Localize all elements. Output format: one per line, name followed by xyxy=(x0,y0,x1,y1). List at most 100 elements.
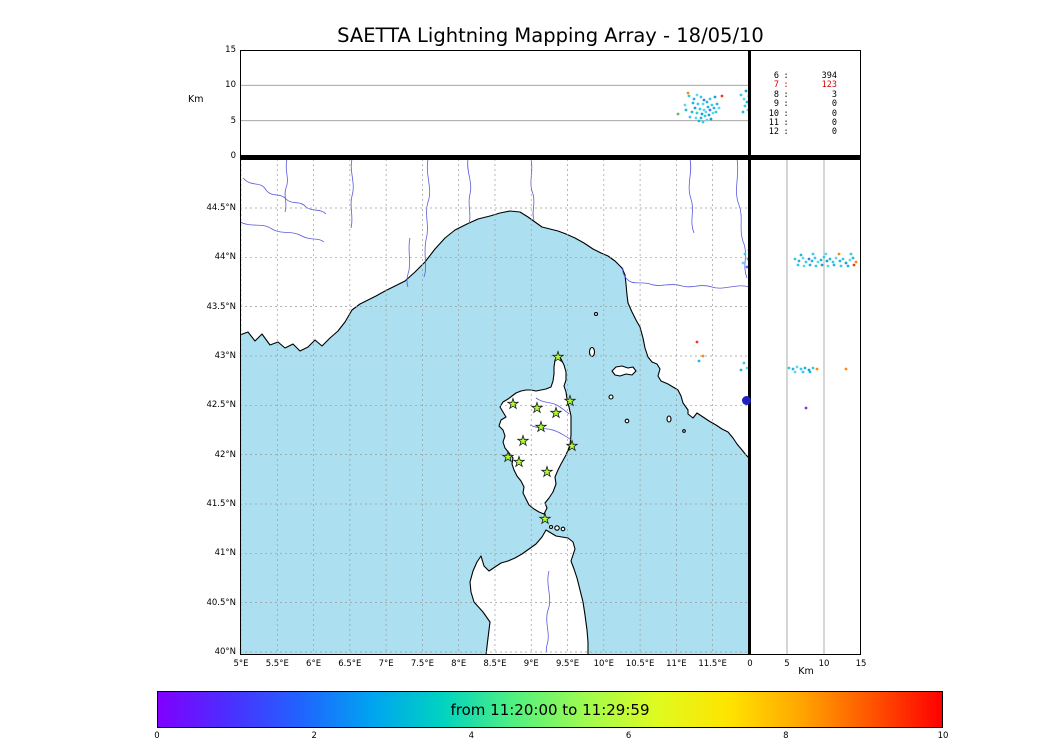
lightning-source xyxy=(715,102,719,106)
map-panel xyxy=(240,159,750,655)
lightning-source xyxy=(831,260,835,264)
lightning-source xyxy=(801,256,805,260)
lightning-source xyxy=(851,256,855,260)
corsica-island xyxy=(498,354,572,515)
lon-tick-label: 10°E xyxy=(593,658,615,669)
source-counts-panel: 6:394 7:123 8:3 9:0 10:0 11:0 12:0 xyxy=(750,50,861,156)
lightning-source xyxy=(824,252,828,256)
lightning-source xyxy=(720,94,724,98)
lightning-source xyxy=(699,95,703,99)
lightning-source xyxy=(711,111,715,115)
lightning-source xyxy=(717,106,721,110)
lon-tick-label: 11°E xyxy=(666,658,687,669)
source-count-row: 10:0 xyxy=(768,108,837,119)
lightning-source xyxy=(813,256,817,260)
coastline-mainland xyxy=(240,159,750,460)
lightning-source xyxy=(742,361,746,365)
lightning-source xyxy=(825,259,829,263)
maddalena-island xyxy=(548,524,554,530)
lon-tick-label: 11.5°E xyxy=(698,658,727,669)
altitude-latitude-panel xyxy=(750,159,861,655)
station-marker xyxy=(538,512,552,525)
lat-tick-label: 43°N xyxy=(214,350,236,361)
maddalena-island xyxy=(554,525,560,531)
river xyxy=(467,159,472,225)
lightning-source xyxy=(803,366,807,370)
altitude-longitude-panel xyxy=(240,50,750,156)
lon-tick-label: 5°E xyxy=(233,658,249,669)
lightning-source xyxy=(837,252,841,256)
lightning-source xyxy=(743,252,747,256)
altitude-tick-label: 5 xyxy=(784,658,790,669)
lightning-source xyxy=(699,116,703,120)
lightning-source xyxy=(714,110,718,114)
lightning-source xyxy=(696,102,700,106)
colorbar: from 11:20:00 to 11:29:59 xyxy=(157,691,943,728)
lightning-source xyxy=(697,359,701,363)
lightning-source xyxy=(811,366,815,370)
lightning-source xyxy=(701,102,705,106)
lightning-source xyxy=(701,354,705,358)
lightning-source xyxy=(712,106,716,110)
source-count-row: 8:3 xyxy=(773,89,837,100)
colorbar-tick-label: 8 xyxy=(783,730,789,741)
lon-tick-label: 9.5°E xyxy=(555,658,580,669)
lat-tick-label: 41.5°N xyxy=(206,498,236,509)
lightning-source xyxy=(695,340,699,344)
station-marker xyxy=(501,450,515,463)
lightning-source xyxy=(844,261,848,265)
lightning-source xyxy=(713,95,717,99)
station-marker xyxy=(512,455,526,468)
lightning-source xyxy=(687,94,691,98)
lat-tick-label: 42°N xyxy=(214,449,236,460)
giannutri-island xyxy=(682,429,686,433)
lightning-source xyxy=(808,370,812,374)
lightning-source xyxy=(676,112,680,116)
lightning-source xyxy=(686,91,690,95)
lightning-source xyxy=(705,100,709,104)
lightning-source xyxy=(849,252,853,256)
lightning-source xyxy=(801,370,805,374)
panel-separator-vertical xyxy=(747,50,751,655)
station-marker xyxy=(551,350,565,363)
lightning-source xyxy=(691,101,695,105)
lightning-source xyxy=(710,103,714,107)
lightning-source xyxy=(701,120,705,124)
lightning-source xyxy=(811,252,815,256)
main-event-dot xyxy=(741,395,751,405)
altitude-tick-label: 15 xyxy=(855,658,867,669)
river xyxy=(284,159,288,213)
lightning-source xyxy=(848,258,852,262)
lightning-source xyxy=(822,255,826,259)
river xyxy=(242,177,327,215)
lightning-source xyxy=(793,257,797,261)
lightning-source xyxy=(797,259,801,263)
lightning-source xyxy=(694,116,698,120)
lightning-source xyxy=(808,263,812,267)
lightning-source xyxy=(690,110,694,114)
river xyxy=(688,159,695,234)
lon-tick-label: 8.5°E xyxy=(483,658,507,669)
river xyxy=(622,267,750,289)
river xyxy=(736,159,748,279)
altitude-tick-label: 10 xyxy=(225,80,236,91)
lightning-source xyxy=(697,119,701,123)
lon-tick-label: 10.5°E xyxy=(625,658,655,669)
lon-tick-label: 7°E xyxy=(378,658,394,669)
lightning-source xyxy=(814,264,818,268)
lat-tick-label: 42.5°N xyxy=(206,400,236,411)
colorbar-tick-label: 10 xyxy=(937,730,949,741)
lightning-source xyxy=(810,259,814,263)
altitude-tick-label: 0 xyxy=(747,658,753,669)
lightning-source xyxy=(683,103,687,107)
lightning-source xyxy=(703,114,707,118)
gorgona-island xyxy=(593,311,599,317)
river xyxy=(535,397,570,415)
station-marker xyxy=(534,420,548,433)
colorbar-tick-label: 2 xyxy=(311,730,317,741)
colorbar-tick-label: 4 xyxy=(468,730,475,741)
lightning-source xyxy=(791,367,795,371)
lightning-source xyxy=(819,258,823,262)
altitude-tick-label: 10 xyxy=(818,658,830,669)
lightning-source xyxy=(688,115,692,119)
